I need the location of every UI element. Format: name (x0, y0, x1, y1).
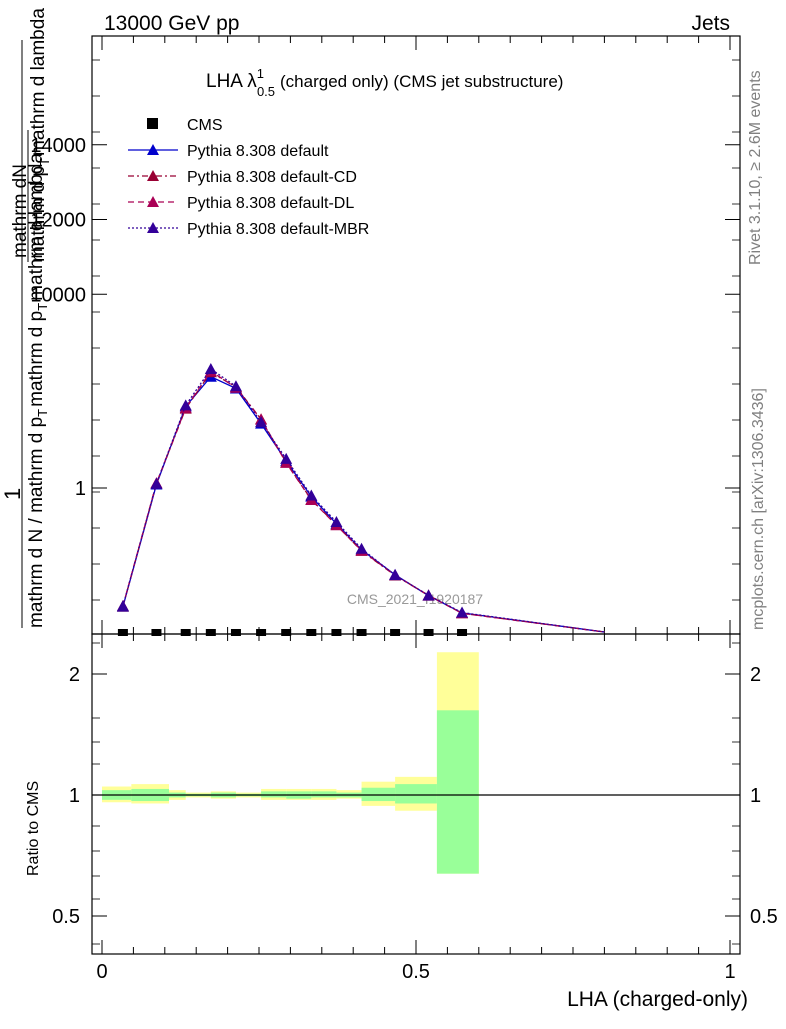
main-ytick-label-2: 10000 (30, 284, 86, 306)
ratio-x-ticks: 0 0.5 1 (96, 634, 736, 983)
main-panel: 14000 12000 10000 1 CMS_2021_I1920187 LHA λ… (30, 35, 741, 636)
ylabel-den-sub: T (37, 158, 52, 166)
ratio-band-green (395, 784, 437, 804)
ylabel-den: mathrm d pTmathrm d lambda (28, 8, 52, 262)
ratio-xtick-label-2: 1 (724, 961, 735, 983)
title-sub: 0.5 (257, 84, 275, 99)
series-point-4 (150, 477, 163, 489)
legend-marker-3 (147, 196, 159, 207)
legend-label-0: CMS (187, 117, 223, 134)
series-0 (117, 629, 468, 636)
cms-point (151, 629, 162, 636)
legend-label-4: Pythia 8.308 default-MBR (187, 221, 369, 238)
ratio-bands (102, 652, 479, 874)
legend-label-1: Pythia 8.308 default (187, 143, 329, 160)
ylabel-outer-c: mathrm d lambda (26, 153, 47, 301)
series-point-4 (389, 569, 402, 581)
x-axis-label: LHA (charged-only) (567, 988, 748, 1011)
title-sup: 1 (257, 66, 264, 81)
cms-point (281, 629, 292, 636)
series-point-4 (330, 515, 343, 527)
ratio-xtick-label-0: 0 (96, 961, 107, 983)
ylabel-outer: mathrm d N / mathrm d pTmathrm d pTmathr… (26, 153, 50, 628)
ratio-band-green (261, 791, 287, 798)
plot-title: LHA λ1 0.5 (charged only) (CMS jet substru… (206, 66, 563, 99)
ylabel-one: 1 (0, 488, 25, 500)
ylabel-den-a: mathrm d p (28, 166, 49, 262)
series-point-4 (204, 363, 217, 374)
ratio-panel: 2 21 10.5 0.5 0 0.5 1 Ratio to CMS LHA (charg… (25, 633, 778, 1011)
series-4 (116, 363, 605, 633)
main-y-label: 1 mathrm d N / mathrm d pTmathrm d pTmat… (0, 8, 52, 628)
cms-point (423, 629, 434, 636)
ratio-ytick-label-left-0: 2 (69, 664, 80, 686)
legend-marker-2 (147, 170, 159, 181)
cms-point (390, 629, 401, 636)
title-main: LHA λ (206, 71, 257, 92)
title-rest: (charged only) (CMS jet substructure) (280, 72, 563, 91)
ratio-band-green (361, 787, 396, 802)
legend-label-3: Pythia 8.308 default-DL (187, 195, 354, 212)
ylabel-num: mathrm dN (10, 164, 31, 258)
ratio-ytick-label-right-1: 1 (750, 785, 761, 807)
ylabel-outer-a: mathrm d N / mathrm d p (26, 417, 47, 628)
process-label: Jets (691, 12, 730, 35)
main-ytick-label-1: 12000 (30, 210, 86, 232)
series-point-4 (355, 542, 368, 554)
cms-point (256, 629, 267, 636)
rivet-label: Rivet 3.1.10, ≥ 2.6M events (747, 70, 764, 265)
legend-marker-0 (147, 118, 158, 129)
series-point-4 (116, 600, 129, 612)
ylabel-outer-sub: T (35, 409, 50, 417)
main-ytick-label-3: 1 (75, 478, 86, 500)
main-y-ticks: 14000 12000 10000 1 (30, 59, 740, 601)
series-point-4 (179, 399, 192, 411)
ratio-y-label: Ratio to CMS (25, 781, 42, 876)
ratio-band-green (436, 710, 479, 874)
legend-marker-1 (147, 144, 159, 155)
cms-point (205, 629, 216, 636)
legend-marker-4 (147, 222, 159, 233)
cms-point (356, 629, 367, 636)
ratio-ytick-label-left-2: 0.5 (52, 906, 80, 928)
series-point-4 (280, 452, 293, 464)
cms-point (457, 629, 468, 636)
series-point-4 (305, 489, 318, 501)
series-line-3 (122, 370, 605, 633)
cms-point (117, 629, 128, 636)
series-point-4 (422, 589, 435, 601)
cms-point (180, 629, 191, 636)
ylabel-den-b: mathrm d lambda (28, 8, 49, 156)
ratio-xtick-label-1: 0.5 (402, 961, 430, 983)
ratio-ytick-label-right-0: 2 (750, 664, 761, 686)
ylabel-outer-sub2: T (35, 303, 50, 311)
legend-label-2: Pythia 8.308 default-CD (187, 169, 357, 186)
ratio-y-ticks: 2 2 1 1 0.5 0.5 (52, 642, 778, 945)
series-point-4 (255, 416, 268, 428)
watermark: CMS_2021_I1920187 (347, 591, 483, 607)
legend: CMS Pythia 8.308 default Pythia 8.308 defa… (128, 117, 369, 238)
ylabel-outer-b: mathrm d p (26, 311, 47, 407)
ratio-ytick-label-left-1: 1 (69, 785, 80, 807)
series-point-4 (229, 380, 242, 392)
cms-point (331, 629, 342, 636)
cms-point (306, 629, 317, 636)
main-ytick-label-0: 14000 (30, 135, 86, 157)
series-line-4 (122, 368, 605, 633)
cms-point (230, 629, 241, 636)
energy-label: 13000 GeV pp (104, 12, 239, 35)
ratio-band-green (311, 791, 337, 798)
main-series (116, 363, 605, 636)
series-point-4 (456, 606, 469, 618)
ratio-ytick-label-right-2: 0.5 (750, 906, 778, 928)
mcplots-label: mcplots.cern.ch [arXiv:1306.3436] (750, 388, 767, 630)
main-x-ticks (101, 36, 731, 634)
